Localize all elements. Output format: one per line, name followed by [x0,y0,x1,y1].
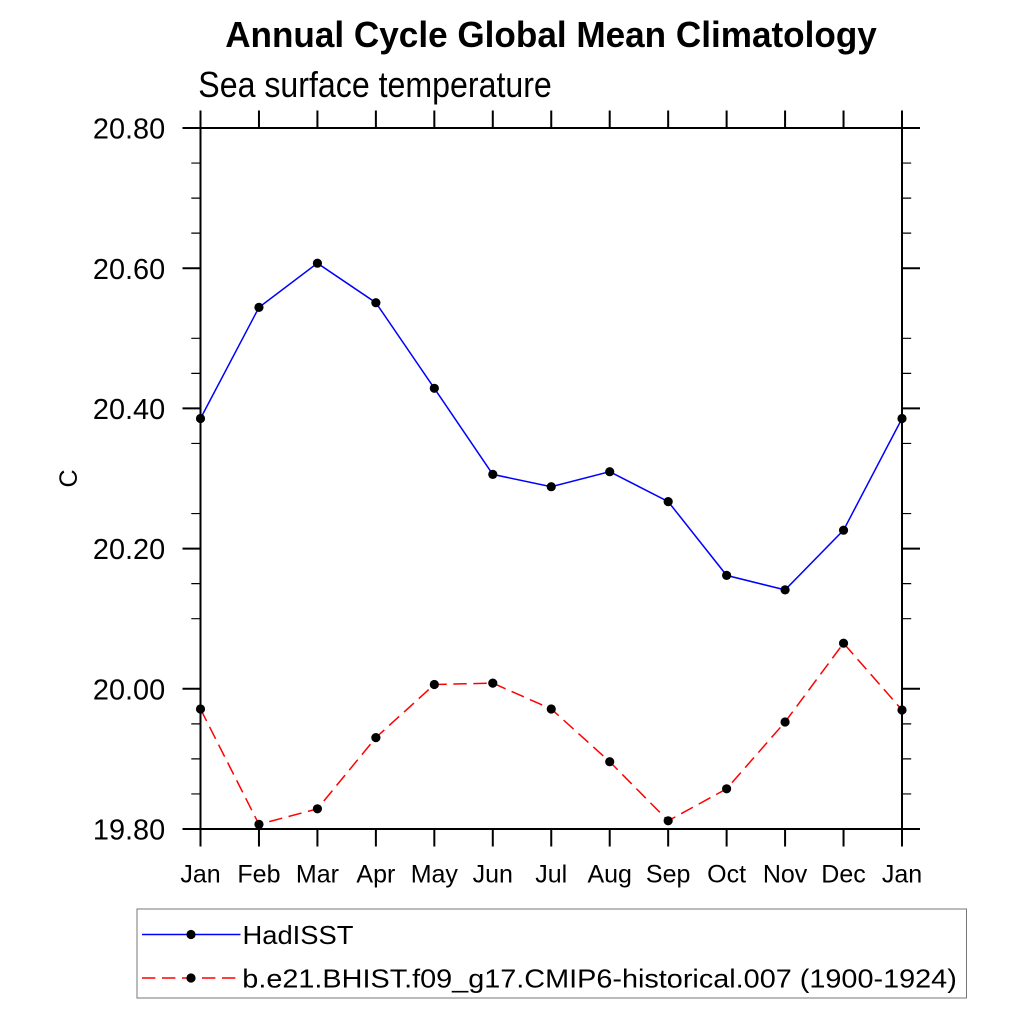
svg-text:Annual Cycle Global Mean Clima: Annual Cycle Global Mean Climatology [225,14,877,55]
svg-text:Dec: Dec [821,861,865,889]
svg-text:May: May [411,861,459,889]
svg-text:19.80: 19.80 [93,815,165,847]
svg-text:Jun: Jun [473,861,513,889]
svg-text:Sep: Sep [646,861,690,889]
svg-text:Jan: Jan [882,861,922,889]
svg-text:20.60: 20.60 [93,254,165,286]
svg-text:HadISST: HadISST [243,920,354,950]
svg-text:Aug: Aug [587,861,631,889]
svg-text:C: C [55,469,83,487]
svg-text:Oct: Oct [707,861,746,889]
svg-text:20.40: 20.40 [93,394,165,426]
svg-text:20.00: 20.00 [93,674,165,706]
svg-text:Jan: Jan [180,861,220,889]
svg-text:20.20: 20.20 [93,534,165,566]
svg-text:Apr: Apr [356,861,395,889]
svg-text:Nov: Nov [763,861,808,889]
svg-text:Mar: Mar [296,861,339,889]
svg-text:Jul: Jul [535,861,567,889]
svg-text:Sea surface temperature: Sea surface temperature [198,64,552,105]
svg-text:Feb: Feb [237,861,280,889]
svg-text:b.e21.BHIST.f09_g17.CMIP6-hist: b.e21.BHIST.f09_g17.CMIP6-historical.007… [242,964,957,994]
svg-text:20.80: 20.80 [93,114,165,146]
